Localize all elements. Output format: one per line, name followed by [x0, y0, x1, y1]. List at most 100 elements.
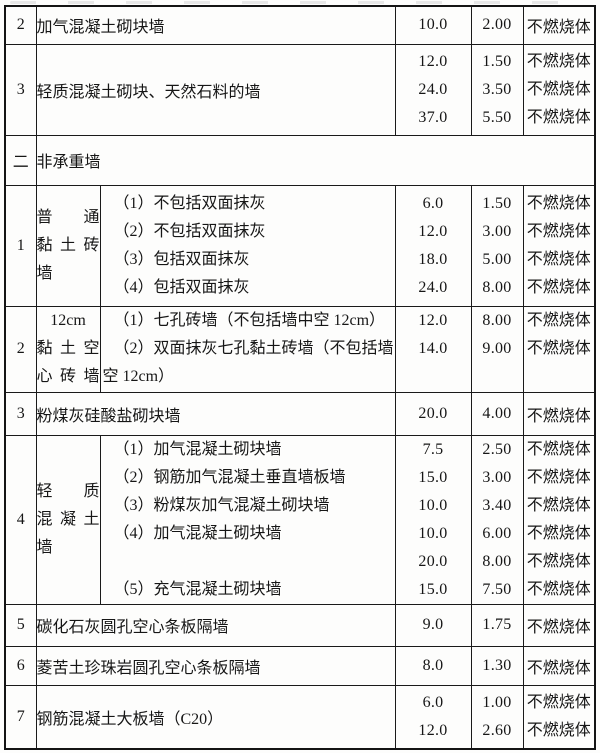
row-number: 3 [4, 391, 37, 436]
table-row: 2 加气混凝土砌块墙 10.0 2.00 不燃烧体 [4, 5, 596, 45]
row-number: 1 [4, 184, 37, 307]
hours-cell: 1.75 [470, 603, 524, 647]
thickness-value: 12.0 [418, 312, 448, 329]
category-line: 普 通 [36, 208, 100, 226]
hours-cell: 8.00 9.00 [470, 305, 524, 393]
hours-cell: 1.50 3.00 5.00 8.00 [470, 184, 524, 307]
category-line: 黏土砖 [36, 236, 100, 254]
hours-value: 5.50 [482, 108, 512, 126]
hours-value: 2.50 [482, 440, 512, 458]
subtype-item: （1）不包括双面抹灰 [113, 194, 266, 212]
hours-value [472, 363, 522, 391]
section-number: 二 [4, 134, 37, 186]
hours-value: 6.00 [482, 524, 512, 542]
thickness-value: 20.0 [418, 552, 448, 570]
table-row: 6 菱苦土珍珠岩圆孔空心条板隔墙 8.0 1.30 不燃烧体 [4, 645, 596, 686]
thickness-value: 10.0 [418, 496, 448, 514]
wall-subtype-cell: （1）加气混凝土砌块墙 （2）钢筋加气混凝土垂直墙板墙 （3）粉煤灰加气混凝土砌… [99, 434, 396, 605]
category-line: 心砖墙 [36, 368, 100, 385]
row-number: 6 [4, 645, 37, 686]
row-number: 5 [4, 603, 37, 647]
hours-value: 2.60 [482, 721, 512, 739]
hours-cell: 1.00 2.60 [470, 684, 524, 750]
subtype-item: （2）不包括双面抹灰 [113, 222, 266, 240]
combustibility-cell: 不燃烧体 [522, 5, 596, 45]
table-row: 4 轻 质 混凝土 墙 （1）加气混凝土砌块墙 （2）钢筋加气混凝土垂直墙板墙 … [4, 434, 596, 605]
table-row: 2 12cm 黏土空 心砖墙 （1）七孔砖墙（不包括墙中空 12cm） （2）双… [4, 305, 596, 393]
subtype-item-continuation: 空 12cm） [102, 368, 175, 385]
hours-cell: 2.00 [470, 5, 524, 45]
combustibility-cell: 不燃烧体 不燃烧体 不燃烧体 不燃烧体 [522, 184, 596, 307]
hours-cell: 2.50 3.00 3.40 6.00 8.00 7.50 [470, 434, 524, 605]
subtype-item: （4）包括双面抹灰 [113, 278, 250, 296]
thickness-value: 12.0 [418, 222, 448, 240]
scan-noise-strip [10, 1, 570, 4]
thickness-value: 37.0 [418, 108, 448, 126]
combustibility-value [524, 363, 594, 391]
combustibility-value: 不燃烧体 [526, 693, 591, 711]
combustibility-value: 不燃烧体 [526, 468, 591, 486]
row-number: 2 [4, 305, 37, 393]
combustibility-cell: 不燃烧体 [522, 645, 596, 686]
row-number: 2 [4, 5, 37, 45]
thickness-value: 24.0 [418, 80, 448, 98]
hours-value: 3.40 [482, 496, 512, 514]
thickness-cell: 12.0 24.0 37.0 [394, 43, 472, 136]
category-line: 12cm [50, 312, 86, 329]
thickness-value: 12.0 [418, 721, 448, 739]
table-row: 5 碳化石灰圆孔空心条板隔墙 9.0 1.75 不燃烧体 [4, 603, 596, 647]
combustibility-value: 不燃烧体 [526, 52, 591, 70]
wall-subtype-cell: （1）七孔砖墙（不包括墙中空 12cm） （2）双面抹灰七孔黏土砖墙（不包括墙中… [99, 305, 396, 393]
thickness-value: 15.0 [418, 580, 448, 598]
thickness-value: 7.5 [422, 440, 444, 458]
combustibility-value: 不燃烧体 [526, 721, 591, 739]
hours-value: 3.50 [482, 80, 512, 98]
subtype-item: （1）七孔砖墙（不包括墙中空 12cm） [113, 312, 386, 329]
thickness-value: 6.0 [422, 194, 444, 212]
combustibility-value: 不燃烧体 [526, 108, 591, 126]
category-line: 黏土空 [36, 340, 100, 357]
combustibility-value: 不燃烧体 [526, 222, 591, 240]
thickness-value: 24.0 [418, 278, 448, 296]
combustibility-value: 不燃烧体 [526, 80, 591, 98]
hours-value: 9.00 [482, 340, 512, 357]
wall-type-cell: 轻质混凝土砌块、天然石料的墙 [35, 43, 396, 136]
thickness-value: 18.0 [418, 250, 448, 268]
hours-cell: 4.00 [470, 391, 524, 436]
wall-type-cell: 加气混凝土砌块墙 [35, 5, 396, 45]
thickness-value: 6.0 [422, 693, 444, 711]
hours-value: 8.00 [482, 312, 512, 329]
category-line: 轻 质 [36, 482, 100, 500]
combustibility-value: 不燃烧体 [526, 340, 591, 357]
combustibility-value: 不燃烧体 [526, 194, 591, 212]
thickness-value: 10.0 [418, 524, 448, 542]
thickness-cell: 12.0 14.0 [394, 305, 472, 393]
wall-category-cell: 普 通 黏土砖 墙 [35, 184, 101, 307]
fire-resistance-table: 2 加气混凝土砌块墙 10.0 2.00 不燃烧体 3 轻质混凝土砌块、天然石料… [4, 5, 597, 750]
wall-category-cell: 12cm 黏土空 心砖墙 [35, 305, 101, 393]
thickness-cell: 9.0 [394, 603, 472, 647]
hours-value: 1.50 [482, 52, 512, 70]
hours-value: 8.00 [482, 278, 512, 296]
section-header-row: 二 非承重墙 [4, 134, 596, 186]
combustibility-value: 不燃烧体 [526, 552, 591, 570]
table-row: 7 钢筋混凝土大板墙（C20） 6.0 12.0 1.00 2.60 不燃烧体 … [4, 684, 596, 750]
thickness-value: 15.0 [418, 468, 448, 486]
table-row: 1 普 通 黏土砖 墙 （1）不包括双面抹灰 （2）不包括双面抹灰 （3）包括双… [4, 184, 596, 307]
thickness-cell: 7.5 15.0 10.0 10.0 20.0 15.0 [394, 434, 472, 605]
combustibility-cell: 不燃烧体 [522, 603, 596, 647]
subtype-item: （3）包括双面抹灰 [113, 250, 250, 268]
thickness-value: 12.0 [418, 52, 448, 70]
combustibility-value: 不燃烧体 [526, 524, 591, 542]
table-row: 3 粉煤灰硅酸盐砌块墙 20.0 4.00 不燃烧体 [4, 391, 596, 436]
wall-type-cell: 菱苦土珍珠岩圆孔空心条板隔墙 [35, 645, 396, 686]
wall-category-cell: 轻 质 混凝土 墙 [35, 434, 101, 605]
thickness-cell: 6.0 12.0 [394, 684, 472, 750]
wall-subtype-cell: （1）不包括双面抹灰 （2）不包括双面抹灰 （3）包括双面抹灰 （4）包括双面抹… [99, 184, 396, 307]
subtype-item [101, 548, 394, 576]
subtype-item: （5）充气混凝土砌块墙 [113, 580, 282, 598]
section-title: 非承重墙 [35, 134, 596, 186]
combustibility-cell: 不燃烧体 不燃烧体 不燃烧体 [522, 43, 596, 136]
table-row: 3 轻质混凝土砌块、天然石料的墙 12.0 24.0 37.0 1.50 3.5… [4, 43, 596, 136]
hours-value: 8.00 [482, 552, 512, 570]
